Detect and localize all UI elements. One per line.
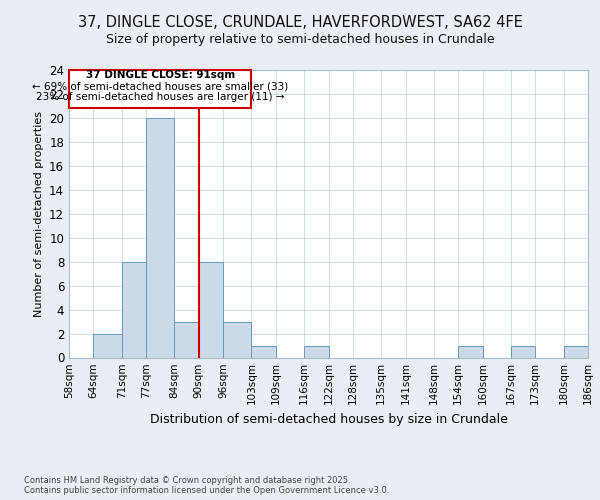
- Bar: [122, 262, 146, 358]
- Bar: [94, 334, 122, 357]
- Text: 23% of semi-detached houses are larger (11) →: 23% of semi-detached houses are larger (…: [36, 92, 284, 102]
- Text: Size of property relative to semi-detached houses in Crundale: Size of property relative to semi-detach…: [106, 32, 494, 46]
- Bar: [304, 346, 329, 358]
- X-axis label: Distribution of semi-detached houses by size in Crundale: Distribution of semi-detached houses by …: [149, 413, 508, 426]
- Text: ← 69% of semi-detached houses are smaller (33): ← 69% of semi-detached houses are smalle…: [32, 81, 289, 91]
- Bar: [563, 346, 588, 358]
- Bar: [511, 346, 535, 358]
- Text: 37 DINGLE CLOSE: 91sqm: 37 DINGLE CLOSE: 91sqm: [86, 70, 235, 81]
- Bar: [175, 322, 199, 358]
- Text: 37, DINGLE CLOSE, CRUNDALE, HAVERFORDWEST, SA62 4FE: 37, DINGLE CLOSE, CRUNDALE, HAVERFORDWES…: [77, 15, 523, 30]
- Bar: [458, 346, 482, 358]
- FancyBboxPatch shape: [69, 70, 251, 108]
- Text: Contains HM Land Registry data © Crown copyright and database right 2025.
Contai: Contains HM Land Registry data © Crown c…: [24, 476, 389, 495]
- Y-axis label: Number of semi-detached properties: Number of semi-detached properties: [34, 111, 44, 317]
- Bar: [199, 262, 223, 358]
- Bar: [146, 118, 175, 358]
- Bar: [223, 322, 251, 358]
- Bar: [251, 346, 276, 358]
